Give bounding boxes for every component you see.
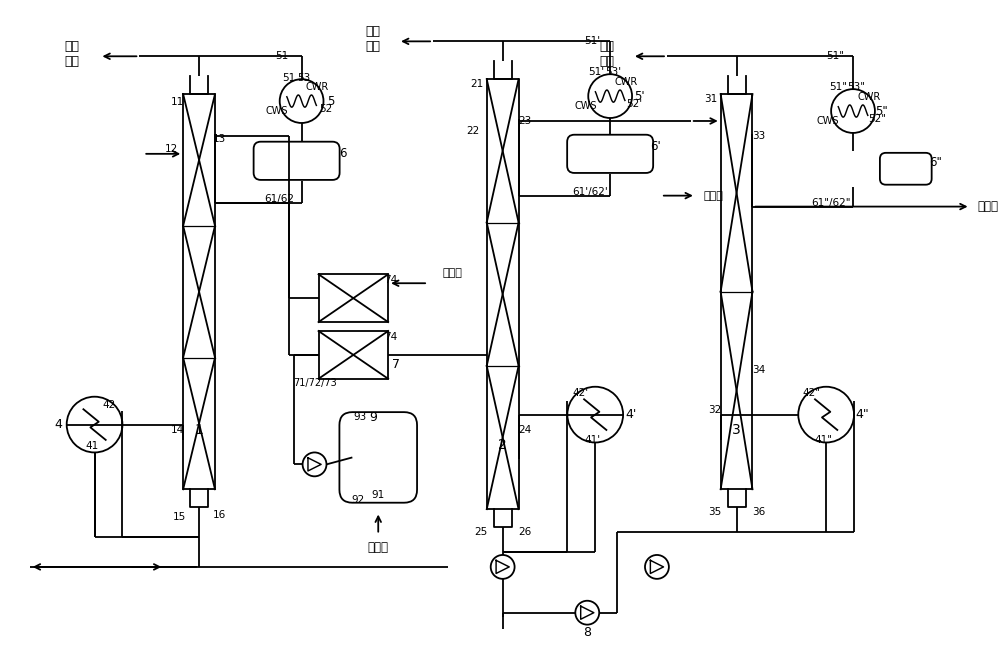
Text: CWS: CWS bbox=[574, 101, 597, 111]
Text: 51': 51' bbox=[588, 67, 604, 77]
Text: 9: 9 bbox=[369, 410, 377, 424]
Text: 33: 33 bbox=[752, 131, 765, 141]
Text: 4': 4' bbox=[625, 408, 637, 421]
Text: 74: 74 bbox=[385, 275, 398, 285]
Text: 4: 4 bbox=[55, 418, 63, 431]
Text: 火炬: 火炬 bbox=[366, 25, 381, 38]
Text: 15: 15 bbox=[173, 512, 186, 522]
Text: 41': 41' bbox=[584, 434, 600, 444]
Text: 51: 51 bbox=[275, 51, 288, 61]
Text: 31: 31 bbox=[704, 94, 717, 104]
Text: CWS: CWS bbox=[817, 116, 839, 126]
Text: 添加剂: 添加剂 bbox=[368, 541, 389, 554]
Text: 脱盐水: 脱盐水 bbox=[443, 268, 463, 278]
Text: 6: 6 bbox=[339, 147, 346, 160]
Text: 6': 6' bbox=[651, 140, 661, 153]
Text: 53': 53' bbox=[605, 67, 621, 77]
Text: 52: 52 bbox=[319, 104, 332, 114]
Text: 42": 42" bbox=[802, 388, 820, 398]
Text: 4": 4" bbox=[855, 408, 869, 421]
Text: 系统: 系统 bbox=[64, 55, 79, 68]
Text: 51": 51" bbox=[829, 82, 847, 92]
Text: 91: 91 bbox=[372, 489, 385, 499]
Text: 24: 24 bbox=[518, 424, 531, 434]
Text: 52": 52" bbox=[868, 114, 886, 124]
Text: 分层器: 分层器 bbox=[704, 191, 724, 201]
Text: 51': 51' bbox=[584, 37, 600, 47]
Text: 1: 1 bbox=[195, 423, 204, 437]
Text: 26: 26 bbox=[518, 527, 531, 537]
Text: 6": 6" bbox=[929, 156, 942, 170]
Text: 52': 52' bbox=[626, 99, 642, 109]
Text: CWR: CWR bbox=[857, 92, 881, 102]
Text: 93: 93 bbox=[354, 412, 367, 422]
Text: 22: 22 bbox=[466, 126, 479, 136]
Text: 23: 23 bbox=[518, 116, 531, 126]
Text: CWR: CWR bbox=[614, 77, 638, 87]
Text: 61/62: 61/62 bbox=[265, 194, 295, 203]
Text: 13: 13 bbox=[212, 134, 226, 144]
Text: 3: 3 bbox=[732, 423, 741, 437]
Text: 火炬: 火炬 bbox=[64, 40, 79, 53]
Text: 14: 14 bbox=[171, 424, 184, 434]
Text: 51: 51 bbox=[282, 73, 295, 83]
Text: 7: 7 bbox=[392, 358, 400, 371]
Text: CWS: CWS bbox=[265, 106, 288, 116]
Text: 5: 5 bbox=[327, 94, 334, 108]
Text: 11: 11 bbox=[171, 97, 184, 107]
Text: 8: 8 bbox=[583, 626, 591, 639]
Text: 界区外: 界区外 bbox=[977, 200, 998, 213]
Text: 53: 53 bbox=[297, 73, 310, 83]
Text: 2: 2 bbox=[498, 438, 507, 452]
Text: 系统: 系统 bbox=[366, 40, 381, 53]
Text: 41": 41" bbox=[814, 434, 832, 444]
Text: 53": 53" bbox=[847, 82, 865, 92]
Text: CWR: CWR bbox=[306, 82, 329, 92]
Text: 42': 42' bbox=[572, 388, 588, 398]
Text: 34: 34 bbox=[752, 365, 765, 375]
Text: 5': 5' bbox=[634, 90, 644, 102]
Text: 21: 21 bbox=[470, 79, 483, 89]
Text: 36: 36 bbox=[752, 507, 765, 517]
Text: 51": 51" bbox=[826, 51, 844, 61]
Text: 61"/62": 61"/62" bbox=[811, 198, 851, 207]
Text: 92: 92 bbox=[352, 495, 365, 505]
Text: 42: 42 bbox=[103, 400, 116, 410]
Text: 32: 32 bbox=[708, 404, 721, 415]
Text: 74: 74 bbox=[385, 332, 398, 342]
Text: 16: 16 bbox=[212, 510, 226, 520]
Text: 系统: 系统 bbox=[600, 55, 615, 68]
Text: 5": 5" bbox=[876, 104, 888, 118]
Text: 41: 41 bbox=[85, 442, 98, 452]
Text: 61'/62': 61'/62' bbox=[572, 187, 608, 197]
Text: 71/72/73: 71/72/73 bbox=[294, 378, 337, 388]
Text: 火炬: 火炬 bbox=[600, 40, 615, 53]
Text: 12: 12 bbox=[165, 144, 178, 154]
Text: 25: 25 bbox=[474, 527, 487, 537]
Text: 35: 35 bbox=[708, 507, 721, 517]
